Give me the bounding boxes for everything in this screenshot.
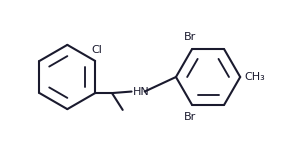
Text: HN: HN — [132, 87, 149, 97]
Text: Br: Br — [184, 111, 197, 122]
Text: CH₃: CH₃ — [245, 72, 266, 82]
Text: Cl: Cl — [91, 45, 102, 55]
Text: Br: Br — [184, 32, 197, 43]
